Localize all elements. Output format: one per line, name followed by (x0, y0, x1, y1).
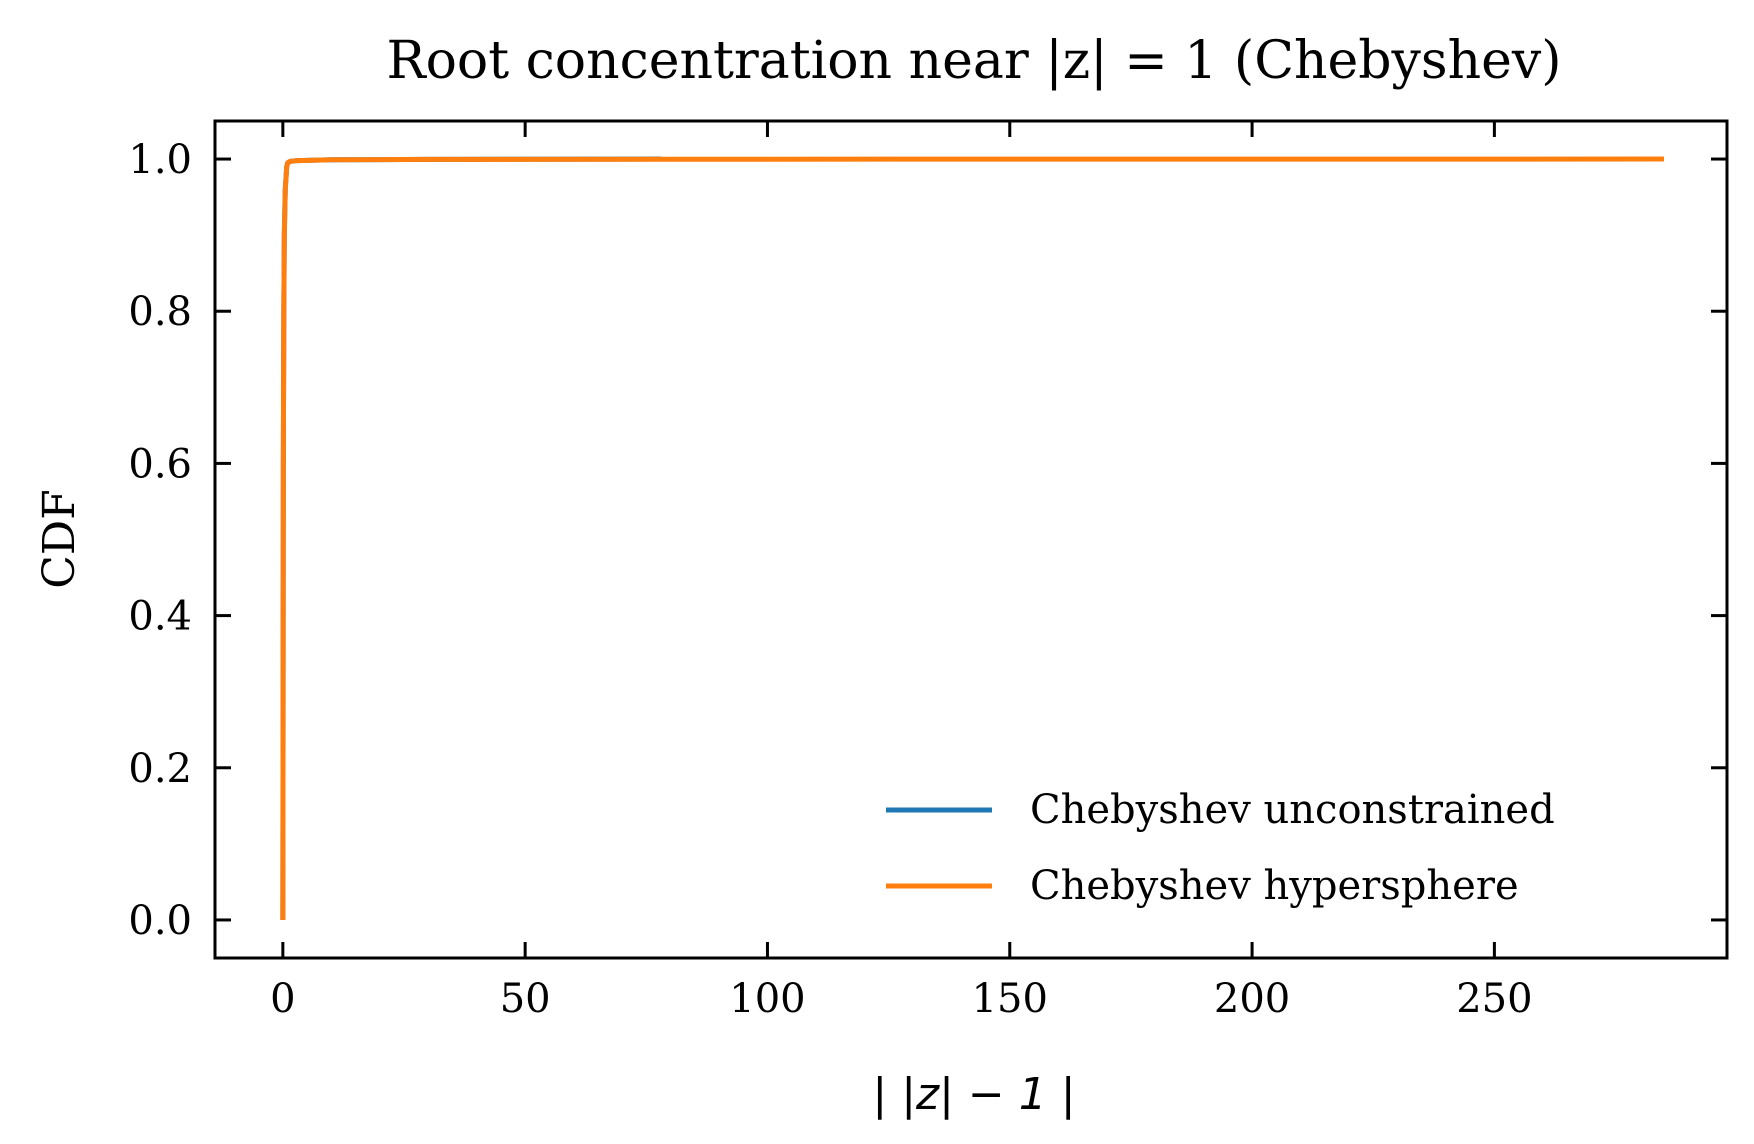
x-axis-ticks: 0 50 100 150 200 250 (270, 121, 1533, 1022)
y-axis-ticks: 0.0 0.2 0.4 0.6 0.8 1.0 (128, 137, 1727, 944)
y-tick-label: 0.2 (128, 746, 192, 792)
legend: Chebyshev unconstrained Chebyshev hypersp… (886, 787, 1555, 909)
x-tick-label: 0 (270, 976, 295, 1022)
y-tick-label: 0.8 (128, 289, 192, 335)
x-axis-label: | |z| − 1 | (872, 1069, 1075, 1120)
x-tick-label: 200 (1214, 976, 1290, 1022)
series-line-2 (280, 156, 1665, 920)
y-tick-label: 0.0 (128, 898, 192, 944)
legend-label-1: Chebyshev unconstrained (1030, 787, 1555, 833)
y-tick-label: 1.0 (128, 137, 192, 183)
x-tick-label: 50 (500, 976, 551, 1022)
y-axis-label: CDF (34, 489, 85, 588)
x-tick-label: 150 (972, 976, 1048, 1022)
y-tick-label: 0.6 (128, 441, 192, 487)
chart-title: Root concentration near |z| = 1 (Chebysh… (386, 31, 1561, 91)
x-tick-label: 100 (729, 976, 805, 1022)
plot-lines (280, 156, 1665, 920)
legend-label-2: Chebyshev hypersphere (1030, 863, 1519, 909)
y-tick-label: 0.4 (128, 594, 192, 640)
plot-frame (213, 119, 1729, 960)
x-tick-label: 250 (1456, 976, 1532, 1022)
